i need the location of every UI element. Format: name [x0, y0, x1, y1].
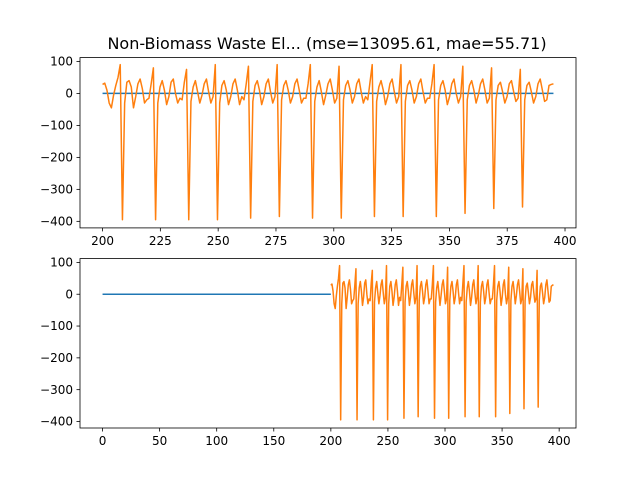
top-xtick-label: 325 — [380, 234, 403, 248]
top-xtick-label: 275 — [265, 234, 288, 248]
top-ytick-label: −300 — [40, 183, 73, 197]
bottom-ytick-label: −400 — [40, 415, 73, 429]
top-xtick-label: 200 — [91, 234, 114, 248]
bottom-ytick-label: 100 — [50, 256, 73, 270]
bottom-xtick-label: 150 — [262, 434, 285, 448]
top-ytick-label: −100 — [40, 119, 73, 133]
top-ytick-label: −400 — [40, 215, 73, 229]
bottom-ytick-label: −200 — [40, 351, 73, 365]
bottom-plot-lines — [102, 264, 554, 421]
top-xtick-label: 350 — [438, 234, 461, 248]
bottom-xtick-label: 0 — [99, 434, 107, 448]
bottom-xtick-label: 200 — [319, 434, 342, 448]
top-xtick-label: 225 — [149, 234, 172, 248]
bottom-series-1-line — [330, 264, 554, 421]
bottom-ytick-label: −300 — [40, 383, 73, 397]
top-xtick-label: 250 — [207, 234, 230, 248]
bottom-ytick-label: 0 — [65, 287, 73, 301]
top-ytick-label: −200 — [40, 151, 73, 165]
bottom-axes-frame — [79, 258, 577, 429]
bottom-xtick-label: 100 — [205, 434, 228, 448]
top-ytick-label: 100 — [50, 55, 73, 69]
top-plot-lines — [102, 63, 554, 221]
top-axes-frame — [79, 57, 577, 229]
bottom-ytick-label: −100 — [40, 319, 73, 333]
bottom-xtick-label: 50 — [152, 434, 167, 448]
bottom-xtick-label: 350 — [491, 434, 514, 448]
bottom-xtick-label: 250 — [376, 434, 399, 448]
bottom-axes: 0 50 100 150 200 250 300 350 400 100 0 −100 −200 −300… — [40, 256, 577, 448]
top-xtick-label: 300 — [322, 234, 345, 248]
bottom-xtick-label: 400 — [548, 434, 571, 448]
top-xtick-label: 375 — [496, 234, 519, 248]
top-series-1-line — [102, 63, 554, 221]
top-axes: 200 225 250 275 300 325 350 375 400 100 0 −100 −200 −… — [40, 55, 576, 248]
bottom-xtick-label: 300 — [434, 434, 457, 448]
top-ticks: 200 225 250 275 300 325 350 375 400 100 0 −100 −200 −… — [40, 55, 576, 248]
bottom-ticks: 0 50 100 150 200 250 300 350 400 100 0 −100 −200 −300… — [40, 256, 571, 448]
top-ytick-label: 0 — [65, 87, 73, 101]
chart-title: Non-Biomass Waste El... (mse=13095.61, m… — [107, 34, 546, 53]
top-xtick-label: 400 — [554, 234, 577, 248]
